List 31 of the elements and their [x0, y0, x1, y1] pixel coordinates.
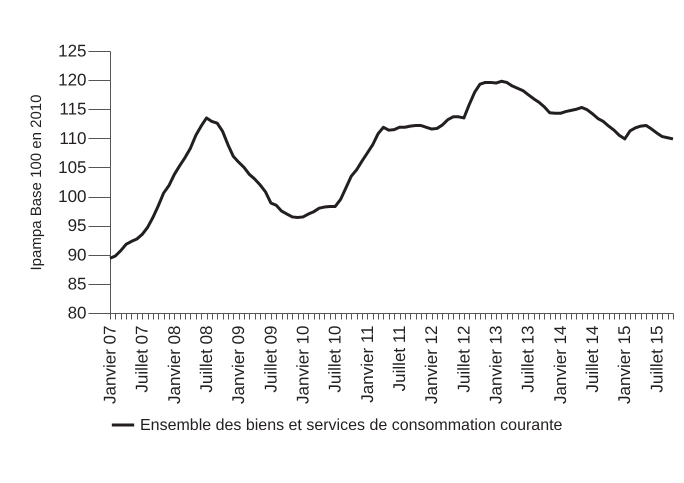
- y-tick-label: 90: [68, 245, 86, 264]
- y-tick-label: 100: [58, 187, 86, 206]
- x-tick-label: Juillet 12: [454, 326, 474, 393]
- x-tick-label: Juillet 07: [132, 326, 152, 393]
- y-tick-label: 95: [68, 216, 86, 236]
- x-tick-label: Juillet 08: [197, 326, 216, 393]
- x-tick-label: Janvier 10: [294, 326, 313, 404]
- x-tick-label: Juillet 13: [518, 326, 538, 393]
- x-tick-label: Janvier 11: [358, 326, 377, 403]
- x-tick-label: Janvier 09: [229, 326, 248, 404]
- y-tick-label: 110: [59, 128, 86, 148]
- x-tick-label: Janvier 14: [550, 326, 570, 404]
- x-tick-label: Juillet 09: [261, 326, 280, 393]
- x-tick-label: Juillet 15: [647, 326, 666, 393]
- x-tick-label: Juillet 10: [326, 326, 345, 393]
- x-tick-label: Juillet 14: [583, 326, 602, 393]
- x-tick-label: Janvier 07: [100, 326, 120, 404]
- line-series: [108, 80, 674, 260]
- x-tick-label: Janvier 12: [422, 326, 442, 404]
- y-tick-label: 85: [68, 274, 86, 294]
- x-tick-label: Janvier 13: [486, 326, 506, 404]
- y-tick-label: 80: [68, 304, 86, 322]
- y-tick-label: 105: [58, 158, 86, 177]
- y-axis-title: Ipampa Base 100 en 2010: [28, 94, 46, 270]
- y-tick-label: 120: [58, 70, 86, 90]
- y-tick-label: 115: [59, 100, 86, 119]
- legend-label: Ensemble des biens et services de consommation courante: [140, 417, 563, 434]
- x-tick-label: Janvier 08: [164, 326, 184, 404]
- y-tick-label: 125: [58, 42, 86, 60]
- x-tick-label: Juillet 11: [390, 326, 410, 392]
- x-tick-label: Janvier 15: [615, 326, 634, 404]
